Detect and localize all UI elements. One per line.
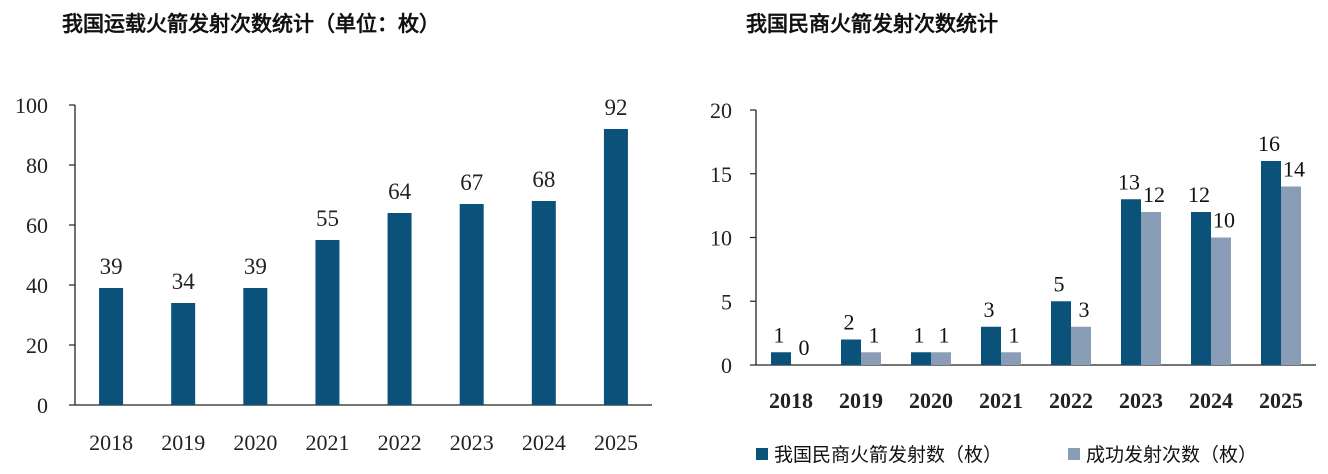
chart2-y-tick-label: 0 [721,353,732,378]
chart1-x-tick-label: 2021 [305,430,349,455]
chart2-data-label-launches: 12 [1188,182,1210,207]
chart2-x-tick-label: 2023 [1119,388,1163,413]
chart1-x-tick-label: 2025 [594,430,638,455]
legend-swatch-launches [756,448,768,460]
chart1-bar [459,204,484,405]
chart2-data-label-success: 1 [939,322,950,347]
chart2-bar-launches [1261,161,1281,365]
legend-swatch-success [1068,448,1080,460]
chart2-data-label-launches: 1 [774,322,785,347]
chart2-bar-launches [1121,199,1141,365]
chart2-bar-success [1001,352,1021,365]
chart2-bar-launches [1051,301,1071,365]
chart1-bar [99,288,124,405]
chart1-x-tick-label: 2018 [89,430,133,455]
chart1-data-label: 34 [172,269,196,294]
chart1-bar [243,288,268,405]
chart1-x-tick-label: 2019 [161,430,205,455]
chart2-bar-launches [911,352,931,365]
chart1-bar [171,303,196,405]
chart1-data-label: 55 [316,206,339,231]
chart2-bar-launches [771,352,791,365]
chart2-data-label-success: 1 [1009,322,1020,347]
chart2-x-tick-label: 2024 [1189,388,1233,413]
chart2-bar-launches [981,326,1001,365]
chart1-y-tick-label: 0 [37,393,48,418]
chart2-data-label-success: 0 [799,335,810,360]
chart1-data-label: 39 [100,254,123,279]
chart2-bar-success [861,352,881,365]
chart2-x-tick-label: 2021 [979,388,1023,413]
chart1-y-tick-label: 20 [26,333,48,358]
legend-item-launches: 我国民商火箭发射数（枚） [756,440,1002,467]
legend-label-launches: 我国民商火箭发射数（枚） [774,444,1003,466]
chart2-data-label-launches: 13 [1118,169,1140,194]
chart1-data-label: 64 [388,179,412,204]
chart2-x-tick-label: 2025 [1259,388,1303,413]
chart1-data-label: 67 [460,170,483,195]
chart2-data-label-success: 1 [869,322,880,347]
chart2-bar-success [1071,326,1091,365]
chart2-data-label-success: 3 [1079,297,1090,322]
chart2-bar-launches [1191,212,1211,365]
chart2-bar-success [1211,237,1231,365]
chart2-bar-success [931,352,951,365]
chart2-bar-success [1141,212,1161,365]
chart2-x-tick-label: 2019 [839,388,883,413]
chart1-y-tick-label: 100 [15,93,48,118]
chart2-data-label-success: 14 [1283,157,1305,182]
chart2-x-tick-label: 2020 [909,388,953,413]
chart2-data-label-success: 12 [1143,182,1165,207]
chart2-data-label-launches: 3 [984,297,995,322]
chart1-bar [315,240,340,405]
chart1-data-label: 92 [604,95,627,120]
chart1-title: 我国运载火箭发射次数统计（单位：枚） [62,12,440,36]
chart1-x-tick-label: 2024 [522,430,566,455]
chart2-x-tick-label: 2022 [1049,388,1093,413]
chart1-data-label: 68 [532,167,555,192]
chart1-bar [387,213,412,405]
chart2-x-tick-label: 2018 [769,388,813,413]
chart1-bar [603,129,628,405]
chart2-y-tick-label: 10 [710,226,732,251]
chart2-data-label-success: 10 [1213,208,1235,233]
chart1-y-tick-label: 40 [26,273,48,298]
legend-item-success: 成功发射次数（枚） [1068,440,1257,467]
legend-label-success: 成功发射次数（枚） [1086,444,1258,466]
chart1-y-tick-label: 60 [26,213,48,238]
chart1-y-tick-label: 80 [26,153,48,178]
chart2-data-label-launches: 2 [844,310,855,335]
chart2-bar-launches [841,339,861,365]
chart2-y-tick-label: 15 [710,162,732,187]
chart2-y-tick-label: 5 [721,289,732,314]
chart1-x-tick-label: 2022 [378,430,422,455]
chart2-data-label-launches: 1 [914,322,925,347]
chart2-title: 我国民商火箭发射次数统计 [746,12,998,36]
chart1-bar [531,201,556,405]
chart1-x-tick-label: 2020 [233,430,277,455]
chart1-x-tick-label: 2023 [450,430,494,455]
chart2-y-tick-label: 20 [710,98,732,123]
chart1-data-label: 39 [244,254,267,279]
chart2-data-label-launches: 16 [1258,131,1280,156]
chart2-data-label-launches: 5 [1054,271,1065,296]
chart2-bar-success [1281,186,1301,365]
